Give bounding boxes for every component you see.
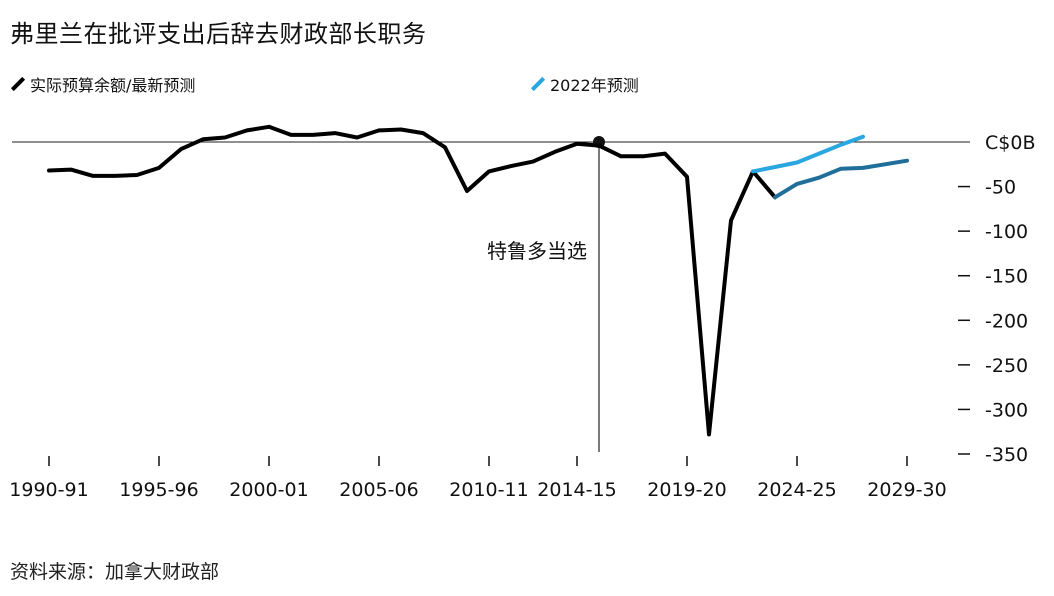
x-tick-label: 2019-20 — [647, 479, 726, 501]
y-tick-label: C$0B — [985, 132, 1035, 154]
series-line-2 — [751, 134, 865, 174]
chart-title: 弗里兰在批评支出后辞去财政部长职务 — [10, 20, 427, 48]
legend-item-actual: 实际预算余额/最新预测 — [10, 72, 195, 96]
legend-label-2022: 2022年预测 — [550, 76, 639, 95]
y-tick-label: -300 — [985, 399, 1028, 421]
y-tick-label: -250 — [985, 355, 1028, 377]
x-tick-label: 2000-01 — [229, 479, 308, 501]
x-tick-label: 2014-15 — [537, 479, 616, 501]
x-tick-label: 2024-25 — [757, 479, 836, 501]
y-tick-label: -100 — [985, 221, 1028, 243]
y-tick-label: -200 — [985, 310, 1028, 332]
y-tick-label: -150 — [985, 266, 1028, 288]
x-tick-label: 2005-06 — [339, 479, 418, 501]
y-tick-label: -50 — [985, 177, 1016, 199]
series-line-0 — [47, 124, 777, 437]
annotation-label: 特鲁多当选 — [487, 239, 587, 263]
annotation-label-bg — [469, 232, 591, 266]
x-tick-label: 2029-30 — [867, 479, 946, 501]
series-line-1 — [773, 158, 909, 200]
legend-label-actual: 实际预算余额/最新预测 — [30, 76, 196, 95]
legend: 实际预算余额/最新预测 2022年预测 — [0, 68, 1054, 98]
legend-item-2022: 2022年预测 — [530, 72, 639, 96]
x-tick-label: 1990-91 — [9, 479, 88, 501]
x-tick-label: 2010-11 — [449, 479, 528, 501]
y-tick-label: -350 — [985, 444, 1028, 466]
source-note: 资料来源：加拿大财政部 — [10, 561, 220, 583]
x-tick-label: 1995-96 — [119, 479, 198, 501]
